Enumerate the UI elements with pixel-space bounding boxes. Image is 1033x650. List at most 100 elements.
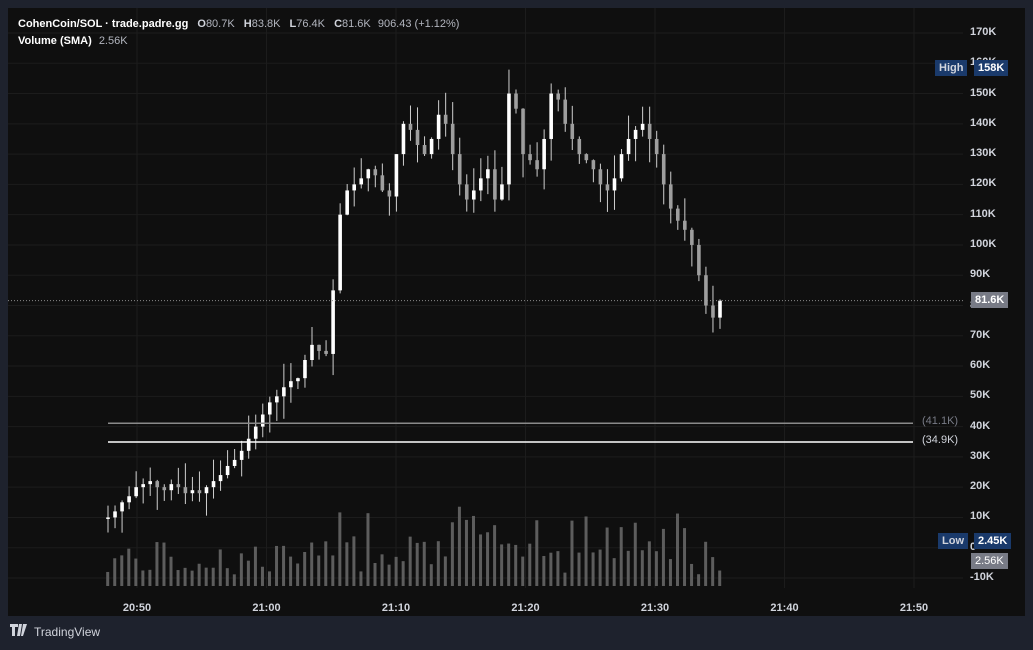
candle-body <box>556 93 561 100</box>
candle-body <box>289 381 293 388</box>
candle-body <box>521 108 525 155</box>
candle-body <box>584 154 589 161</box>
candle-body <box>436 114 441 139</box>
volume-bar <box>612 558 616 586</box>
candle-body <box>232 459 237 466</box>
candle-body <box>275 396 279 403</box>
candle-body <box>415 129 420 146</box>
volume-bar <box>246 560 250 586</box>
candle-body <box>239 450 244 460</box>
volume-bar <box>500 544 504 586</box>
y-tick-label: 90K <box>970 268 991 281</box>
chart-frame[interactable]: CohenCoin/SOL · trade.padre.gg O80.7K H8… <box>8 8 1025 616</box>
y-tick-label: 0 <box>970 541 976 553</box>
close-value: 81.6K <box>342 18 371 30</box>
volume-bar <box>352 536 356 586</box>
volume-bar <box>289 556 293 586</box>
candle-body <box>464 184 469 200</box>
candle-body <box>675 208 680 221</box>
candle-body <box>317 344 321 351</box>
volume-bar <box>310 542 314 586</box>
candle-body <box>106 517 110 519</box>
volume-bar <box>134 558 138 586</box>
volume-bar <box>148 569 152 586</box>
volume-bar <box>704 541 708 586</box>
candle-body <box>549 93 553 139</box>
volume-bar <box>683 528 687 586</box>
candle-body <box>183 487 188 494</box>
volume-bar <box>225 568 229 586</box>
volume-bar <box>204 567 208 586</box>
volume-bar <box>394 556 398 586</box>
candle-body <box>176 484 181 488</box>
volume-bar <box>253 546 257 586</box>
tradingview-logo-icon <box>10 624 30 639</box>
volume-bar <box>591 552 595 586</box>
volume-bar <box>647 541 651 586</box>
candle-body <box>690 229 694 245</box>
candle-body <box>359 178 364 185</box>
volume-bar <box>626 550 630 586</box>
candle-body <box>373 169 378 176</box>
volume-bar <box>507 543 511 586</box>
y-tick-label: 70K <box>970 328 991 341</box>
volume-bar <box>260 566 264 586</box>
volume-bar <box>422 541 426 586</box>
current-price-tag: 81.6K <box>971 292 1009 308</box>
price-chart[interactable] <box>8 8 1025 616</box>
high-key: H <box>243 18 252 30</box>
candle-body <box>612 178 617 191</box>
volume-bar <box>331 555 335 586</box>
candle-body <box>338 214 342 291</box>
candle-body <box>211 481 216 488</box>
candle-body <box>535 160 539 170</box>
candle-body <box>169 484 174 491</box>
candle-body <box>450 123 455 155</box>
volume-bar <box>668 559 672 586</box>
volume-bar <box>408 536 412 586</box>
volume-bar <box>436 541 440 586</box>
high-tag-value: 158K <box>974 60 1009 76</box>
x-tick-label: 21:50 <box>899 602 929 614</box>
y-tick-label: 170K <box>970 26 997 38</box>
candle-body <box>605 184 610 191</box>
volume-bar <box>176 570 180 586</box>
volume-bar <box>282 545 286 586</box>
candle-body <box>282 387 286 397</box>
hline-1-label: (41.1K) <box>922 415 959 427</box>
volume-bar <box>633 522 637 586</box>
candle-body <box>668 184 673 209</box>
volume-bar <box>675 513 679 586</box>
y-tick-label: 50K <box>970 389 991 402</box>
candle-body <box>380 175 385 191</box>
volume-tag: 2.56K <box>971 553 1008 569</box>
volume-bar <box>359 571 363 586</box>
volume-bar <box>239 553 243 586</box>
candle-body <box>197 490 202 494</box>
volume-bar <box>141 570 145 586</box>
volume-label: Volume (SMA) <box>18 35 92 47</box>
volume-bar <box>654 551 658 586</box>
volume-bar <box>106 571 110 586</box>
candle-body <box>598 169 603 185</box>
volume-bar <box>169 556 173 586</box>
volume-bar <box>197 563 201 586</box>
hline-2-label: (34.9K) <box>922 434 959 446</box>
volume-bar <box>183 567 187 586</box>
candle-body <box>683 220 687 230</box>
candle-body <box>647 123 652 139</box>
candle-body <box>626 138 631 155</box>
low-tag-label: Low <box>938 533 968 549</box>
y-tick-label: 100K <box>970 237 997 250</box>
candle-body <box>619 154 624 179</box>
candle-body <box>134 487 138 497</box>
candle-body <box>352 184 357 191</box>
candle-body <box>471 190 476 200</box>
volume-bar <box>690 563 694 586</box>
volume-bar <box>267 571 271 586</box>
candle-body <box>366 169 371 179</box>
x-tick-label: 21:20 <box>511 602 540 614</box>
volume-bar <box>113 558 117 586</box>
candle-body <box>148 481 153 485</box>
volume-bar <box>162 542 166 586</box>
